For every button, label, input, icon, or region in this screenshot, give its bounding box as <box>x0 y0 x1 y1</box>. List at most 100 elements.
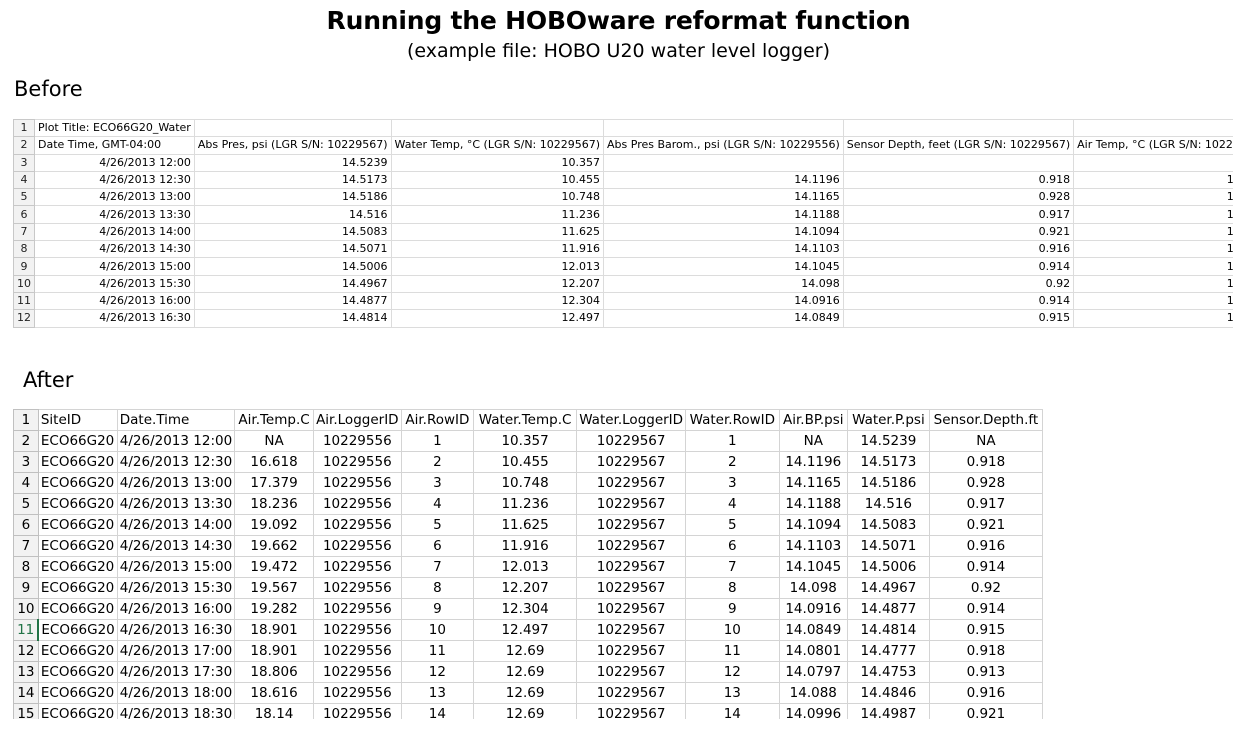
before-cell[interactable] <box>1073 153 1233 172</box>
after-cell[interactable]: 6 <box>400 535 475 557</box>
after-cell[interactable]: 7 <box>400 556 475 578</box>
row-number[interactable]: 11 <box>13 291 35 311</box>
before-cell[interactable]: 14.1165 <box>603 188 844 207</box>
after-cell[interactable]: NA <box>234 430 314 452</box>
after-cell[interactable]: 0.918 <box>928 640 1043 662</box>
after-cell[interactable]: 4/26/2013 16:00 <box>116 598 236 620</box>
column-header[interactable]: Air.LoggerID <box>312 409 402 431</box>
before-cell[interactable]: 12.207 <box>390 274 605 293</box>
after-cell[interactable]: 10 <box>685 619 780 641</box>
before-cell[interactable]: 14.0916 <box>603 291 844 311</box>
after-cell[interactable]: 13 <box>685 682 780 704</box>
before-cell[interactable]: 0.921 <box>842 222 1075 242</box>
row-number[interactable]: 5 <box>13 493 39 515</box>
before-cell[interactable]: 14.4967 <box>193 274 392 293</box>
after-cell[interactable]: 11.625 <box>473 514 578 536</box>
after-cell[interactable]: 14.0849 <box>778 619 849 641</box>
before-cell[interactable] <box>390 119 605 138</box>
row-number[interactable]: 14 <box>13 682 39 704</box>
after-cell[interactable]: ECO66G20 <box>37 682 118 704</box>
row-number[interactable]: 4 <box>13 472 39 494</box>
column-header[interactable]: Water.P.psi <box>847 409 930 431</box>
after-cell[interactable]: 14.0996 <box>778 703 849 719</box>
after-cell[interactable]: 4 <box>685 493 780 515</box>
before-cell[interactable]: 11.625 <box>390 222 605 242</box>
before-cell[interactable]: 4/26/2013 13:30 <box>34 205 195 224</box>
after-cell[interactable]: 10229567 <box>576 451 687 473</box>
after-cell[interactable]: ECO66G20 <box>37 493 118 515</box>
after-cell[interactable]: NA <box>928 430 1043 452</box>
after-cell[interactable]: 4/26/2013 15:00 <box>116 556 236 578</box>
before-cell[interactable] <box>1073 119 1233 138</box>
before-cell[interactable]: 14.4814 <box>193 309 392 328</box>
after-cell[interactable]: 12.69 <box>473 703 578 719</box>
before-cell[interactable]: 14.5186 <box>193 188 392 207</box>
before-cell[interactable] <box>842 153 1075 172</box>
column-header[interactable]: Sensor.Depth.ft <box>928 409 1043 431</box>
after-cell[interactable]: 14.1165 <box>778 472 849 494</box>
after-cell[interactable]: 0.92 <box>928 577 1043 599</box>
before-cell[interactable] <box>603 119 844 138</box>
after-cell[interactable]: 14.1045 <box>778 556 849 578</box>
after-cell[interactable]: ECO66G20 <box>37 430 118 452</box>
before-cell[interactable]: 19.662 <box>1073 240 1233 259</box>
after-cell[interactable]: 0.918 <box>928 451 1043 473</box>
after-cell[interactable]: 14.0801 <box>778 640 849 662</box>
column-header[interactable]: SiteID <box>37 409 118 431</box>
after-cell[interactable]: 12.207 <box>473 577 578 599</box>
before-cell[interactable]: 18.901 <box>1073 309 1233 328</box>
after-cell[interactable]: 14.1188 <box>778 493 849 515</box>
before-cell[interactable]: 0.916 <box>842 240 1075 259</box>
row-number[interactable]: 2 <box>13 136 35 155</box>
after-cell[interactable]: 2 <box>685 451 780 473</box>
after-cell[interactable]: 6 <box>685 535 780 557</box>
after-cell[interactable]: 4/26/2013 12:00 <box>116 430 236 452</box>
row-number[interactable]: 8 <box>13 556 39 578</box>
after-cell[interactable]: 0.916 <box>928 682 1043 704</box>
after-cell[interactable]: 11 <box>400 640 475 662</box>
after-cell[interactable]: ECO66G20 <box>37 619 118 641</box>
before-cell[interactable]: 10.357 <box>390 153 605 172</box>
before-cell[interactable]: 14.516 <box>193 205 392 224</box>
after-cell[interactable]: 3 <box>400 472 475 494</box>
row-number[interactable]: 6 <box>13 205 35 224</box>
after-cell[interactable]: 14 <box>400 703 475 719</box>
row-number[interactable]: 12 <box>13 309 35 328</box>
before-cell[interactable]: Abs Pres, psi (LGR S/N: 10229567) <box>193 136 392 155</box>
before-cell[interactable]: 14.4877 <box>193 291 392 311</box>
after-cell[interactable]: 14.4846 <box>847 682 930 704</box>
after-cell[interactable]: 14.4877 <box>847 598 930 620</box>
row-number[interactable]: 9 <box>13 577 39 599</box>
before-cell[interactable]: 4/26/2013 12:00 <box>34 153 195 172</box>
after-cell[interactable]: 2 <box>400 451 475 473</box>
row-number[interactable]: 11 <box>13 619 40 641</box>
row-number[interactable]: 5 <box>13 188 35 207</box>
after-cell[interactable]: ECO66G20 <box>37 598 118 620</box>
before-cell[interactable]: 19.472 <box>1073 257 1233 276</box>
before-cell[interactable]: 19.282 <box>1073 291 1233 311</box>
after-cell[interactable]: 17.379 <box>234 472 314 494</box>
row-number[interactable]: 3 <box>13 451 39 473</box>
before-cell[interactable] <box>193 119 392 138</box>
before-cell[interactable]: 0.915 <box>842 309 1075 328</box>
before-cell[interactable]: Air Temp, °C (LGR S/N: 10229556) <box>1073 136 1233 155</box>
after-cell[interactable]: 14.5239 <box>847 430 930 452</box>
column-header[interactable]: Date.Time <box>116 409 236 431</box>
after-cell[interactable]: 10229556 <box>312 451 402 473</box>
row-number[interactable]: 1 <box>13 119 35 138</box>
after-cell[interactable]: NA <box>778 430 849 452</box>
after-cell[interactable]: 10229556 <box>312 430 402 452</box>
after-cell[interactable]: 11.236 <box>473 493 578 515</box>
after-cell[interactable]: 4/26/2013 15:30 <box>116 577 236 599</box>
after-cell[interactable]: 14.5083 <box>847 514 930 536</box>
after-cell[interactable]: 18.14 <box>234 703 314 719</box>
before-cell[interactable]: Plot Title: ECO66G20_Water <box>34 119 195 138</box>
before-cell[interactable]: 17.379 <box>1073 188 1233 207</box>
after-cell[interactable]: 9 <box>400 598 475 620</box>
after-cell[interactable]: 19.567 <box>234 577 314 599</box>
after-cell[interactable]: 4/26/2013 13:00 <box>116 472 236 494</box>
before-cell[interactable]: 0.914 <box>842 291 1075 311</box>
row-number[interactable]: 2 <box>13 430 39 452</box>
after-cell[interactable]: 4/26/2013 18:30 <box>116 703 236 719</box>
after-cell[interactable]: 16.618 <box>234 451 314 473</box>
